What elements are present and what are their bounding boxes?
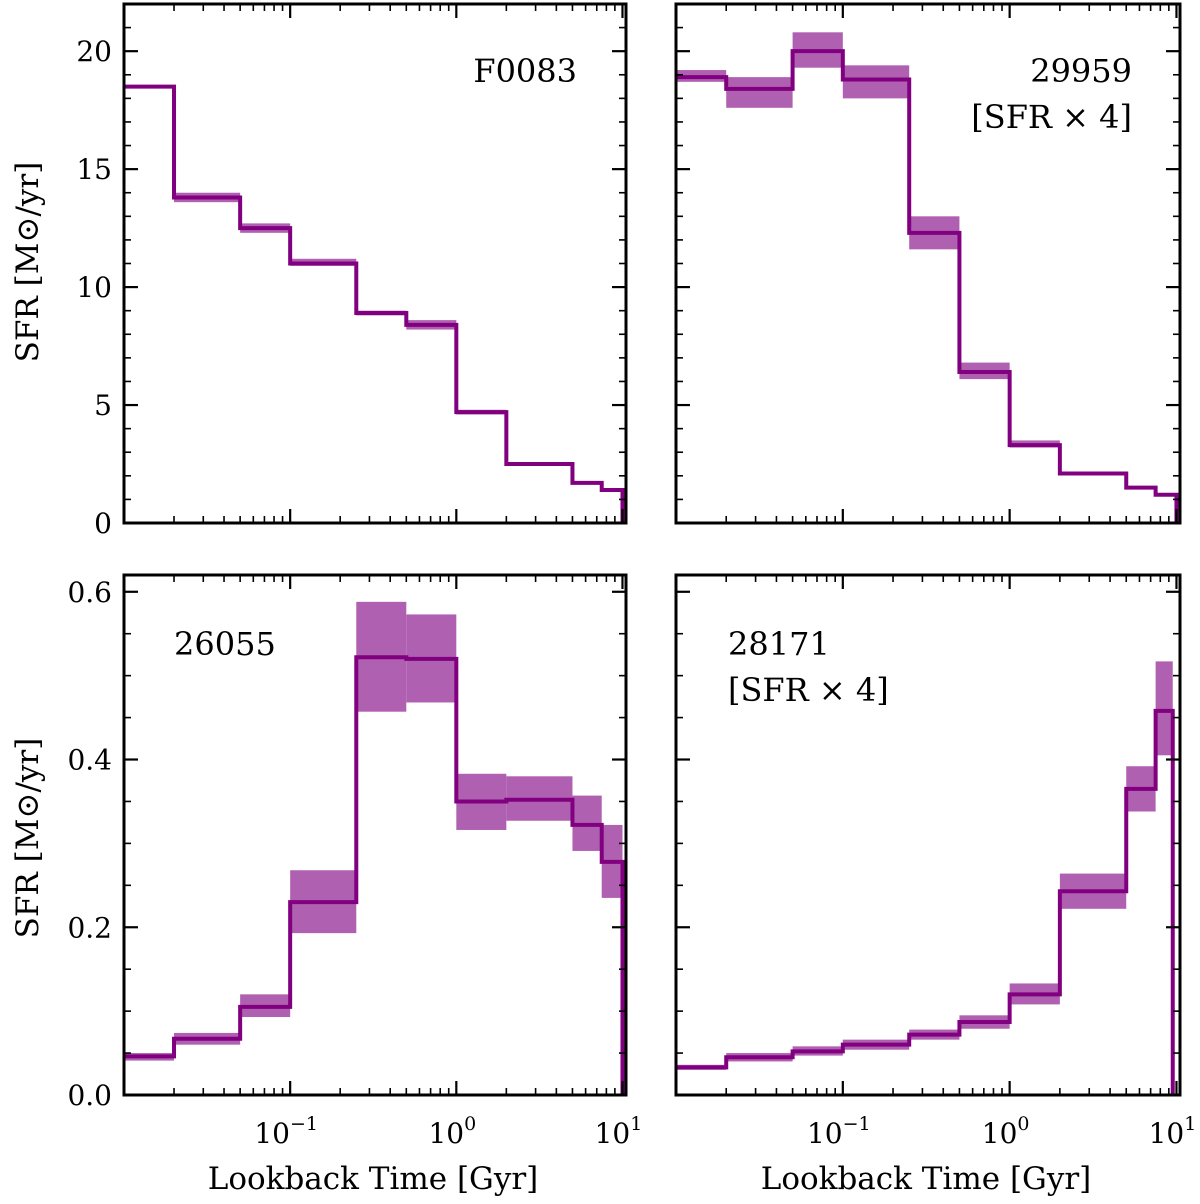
y-tick-label: 0.6: [67, 576, 112, 609]
x-tick-label: 100: [982, 1113, 1030, 1150]
x-tick-label-exponent: 0: [1017, 1113, 1029, 1135]
sfr-step-line: [676, 49, 1179, 523]
x-tick-label-exponent: −1: [843, 1113, 871, 1135]
sfr-step-line: [676, 708, 1175, 1095]
sfr-uncertainty-band: [842, 65, 910, 99]
panel-title: 29959: [1030, 52, 1132, 90]
panel-title: 26055: [174, 625, 276, 663]
x-tick-label-exponent: 1: [1184, 1113, 1196, 1135]
x-tick-label: 101: [1149, 1113, 1197, 1150]
x-axis-title-left: Lookback Time [Gyr]: [208, 1161, 539, 1197]
y-tick-label: 15: [76, 153, 112, 186]
y-tick-label: 0.0: [67, 1079, 112, 1112]
x-tick-label-exponent: −1: [290, 1113, 318, 1135]
y-tick-label: 0: [94, 507, 112, 540]
y-tick-label: 0.4: [67, 744, 112, 777]
y-tick-label: 20: [76, 35, 112, 68]
x-tick-label-exponent: 1: [630, 1113, 642, 1135]
x-tick-label-exponent: 0: [464, 1113, 476, 1135]
sfr-step-line: [124, 84, 625, 523]
axis-frame: [674, 573, 1182, 1097]
panel-29959: 29959 [SFR × 4]: [674, 2, 1182, 525]
sfr-uncertainty-band: [726, 77, 793, 108]
y-tick-label: 0.2: [67, 911, 112, 944]
x-tick-label: 101: [595, 1113, 643, 1150]
x-tick-label: 100: [428, 1113, 476, 1150]
axis-frame: [122, 573, 628, 1097]
y-axis-title-top: SFR [M⊙/yr]: [10, 162, 46, 363]
x-axis-title-right: Lookback Time [Gyr]: [761, 1161, 1092, 1197]
panel-scale-note: [SFR × 4]: [728, 671, 889, 709]
sfr-step-line: [124, 655, 625, 1095]
x-tick-label: 10−1: [807, 1113, 871, 1150]
panel-f0083: 0 5 10 15 20 F0083: [76, 2, 628, 540]
y-axis-title-bottom: SFR [M⊙/yr]: [10, 738, 46, 939]
panel-scale-note: [SFR × 4]: [971, 98, 1132, 136]
panel-title: F0083: [473, 52, 577, 90]
panel-title: 28171: [728, 625, 830, 663]
y-tick-label: 10: [76, 271, 112, 304]
sfr-uncertainty-band: [1155, 661, 1173, 756]
x-tick-label: 10−1: [254, 1113, 318, 1150]
y-tick-label: 5: [94, 389, 112, 422]
